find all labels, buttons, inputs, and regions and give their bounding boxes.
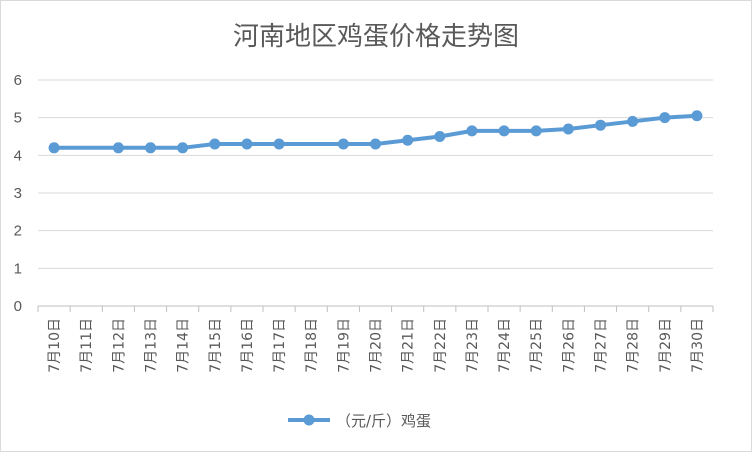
y-tick-label: 0 — [14, 298, 22, 315]
x-tick-label: 7月19日 — [336, 318, 352, 373]
x-tick-label: 7月23日 — [465, 318, 481, 373]
x-tick-label: 7月28日 — [626, 318, 642, 373]
y-tick-label: 3 — [14, 185, 22, 202]
data-point — [112, 142, 124, 154]
x-tick-label: 7月17日 — [272, 318, 288, 373]
data-point — [402, 134, 414, 146]
x-tick-label: 7月26日 — [561, 318, 577, 373]
legend-marker-swatch — [303, 414, 315, 426]
data-point — [466, 125, 478, 137]
chart-title: 河南地区鸡蛋价格走势图 — [233, 22, 519, 52]
x-tick-label: 7月14日 — [176, 318, 192, 373]
x-tick-label: 7月30日 — [690, 318, 706, 373]
x-tick-label: 7月22日 — [433, 318, 449, 373]
x-tick-label: 7月20日 — [369, 318, 385, 373]
data-point — [627, 115, 639, 127]
data-point — [177, 142, 189, 154]
data-point — [498, 125, 510, 137]
y-tick-label: 4 — [14, 147, 22, 164]
x-tick-label: 7月18日 — [304, 318, 320, 373]
x-axis-ticks: 7月10日 7月11日 7月12日 7月13日 7月14日 7月15日 7月16日 7月17日… — [47, 318, 706, 373]
data-point — [145, 142, 156, 154]
data-point — [370, 138, 381, 150]
data-point — [659, 112, 671, 124]
x-tick-label: 7月21日 — [401, 318, 417, 373]
data-point — [434, 131, 446, 142]
data-point — [530, 125, 542, 137]
data-point — [595, 119, 606, 131]
data-point — [209, 138, 221, 150]
x-tick-label: 7月15日 — [208, 318, 224, 373]
series-layer — [48, 110, 703, 154]
y-tick-label: 6 — [14, 72, 22, 89]
x-tick-label: 7月13日 — [144, 318, 160, 373]
x-tick-label: 7月24日 — [497, 318, 513, 373]
data-point — [48, 142, 60, 154]
data-point — [691, 110, 703, 122]
y-tick-label: 5 — [14, 110, 22, 127]
x-axis — [37, 305, 714, 312]
data-point — [273, 138, 285, 150]
y-tick-label: 1 — [14, 260, 22, 277]
y-tick-label: 2 — [14, 223, 22, 240]
x-tick-label: 7月29日 — [658, 318, 674, 373]
data-point — [241, 138, 253, 150]
y-axis-ticks: 0 1 2 3 4 5 6 — [14, 72, 22, 315]
x-tick-label: 7月27日 — [594, 318, 610, 373]
x-tick-label: 7月10日 — [47, 318, 63, 373]
data-point — [337, 138, 349, 150]
x-tick-label: 7月25日 — [529, 318, 545, 373]
x-tick-label: 7月11日 — [79, 318, 95, 373]
gridlines — [38, 79, 713, 269]
x-tick-label: 7月16日 — [240, 318, 256, 373]
legend-label: （元/斤）鸡蛋 — [336, 412, 431, 430]
data-point — [562, 123, 574, 135]
x-tick-label: 7月12日 — [111, 318, 127, 373]
legend: （元/斤）鸡蛋 — [288, 412, 431, 430]
